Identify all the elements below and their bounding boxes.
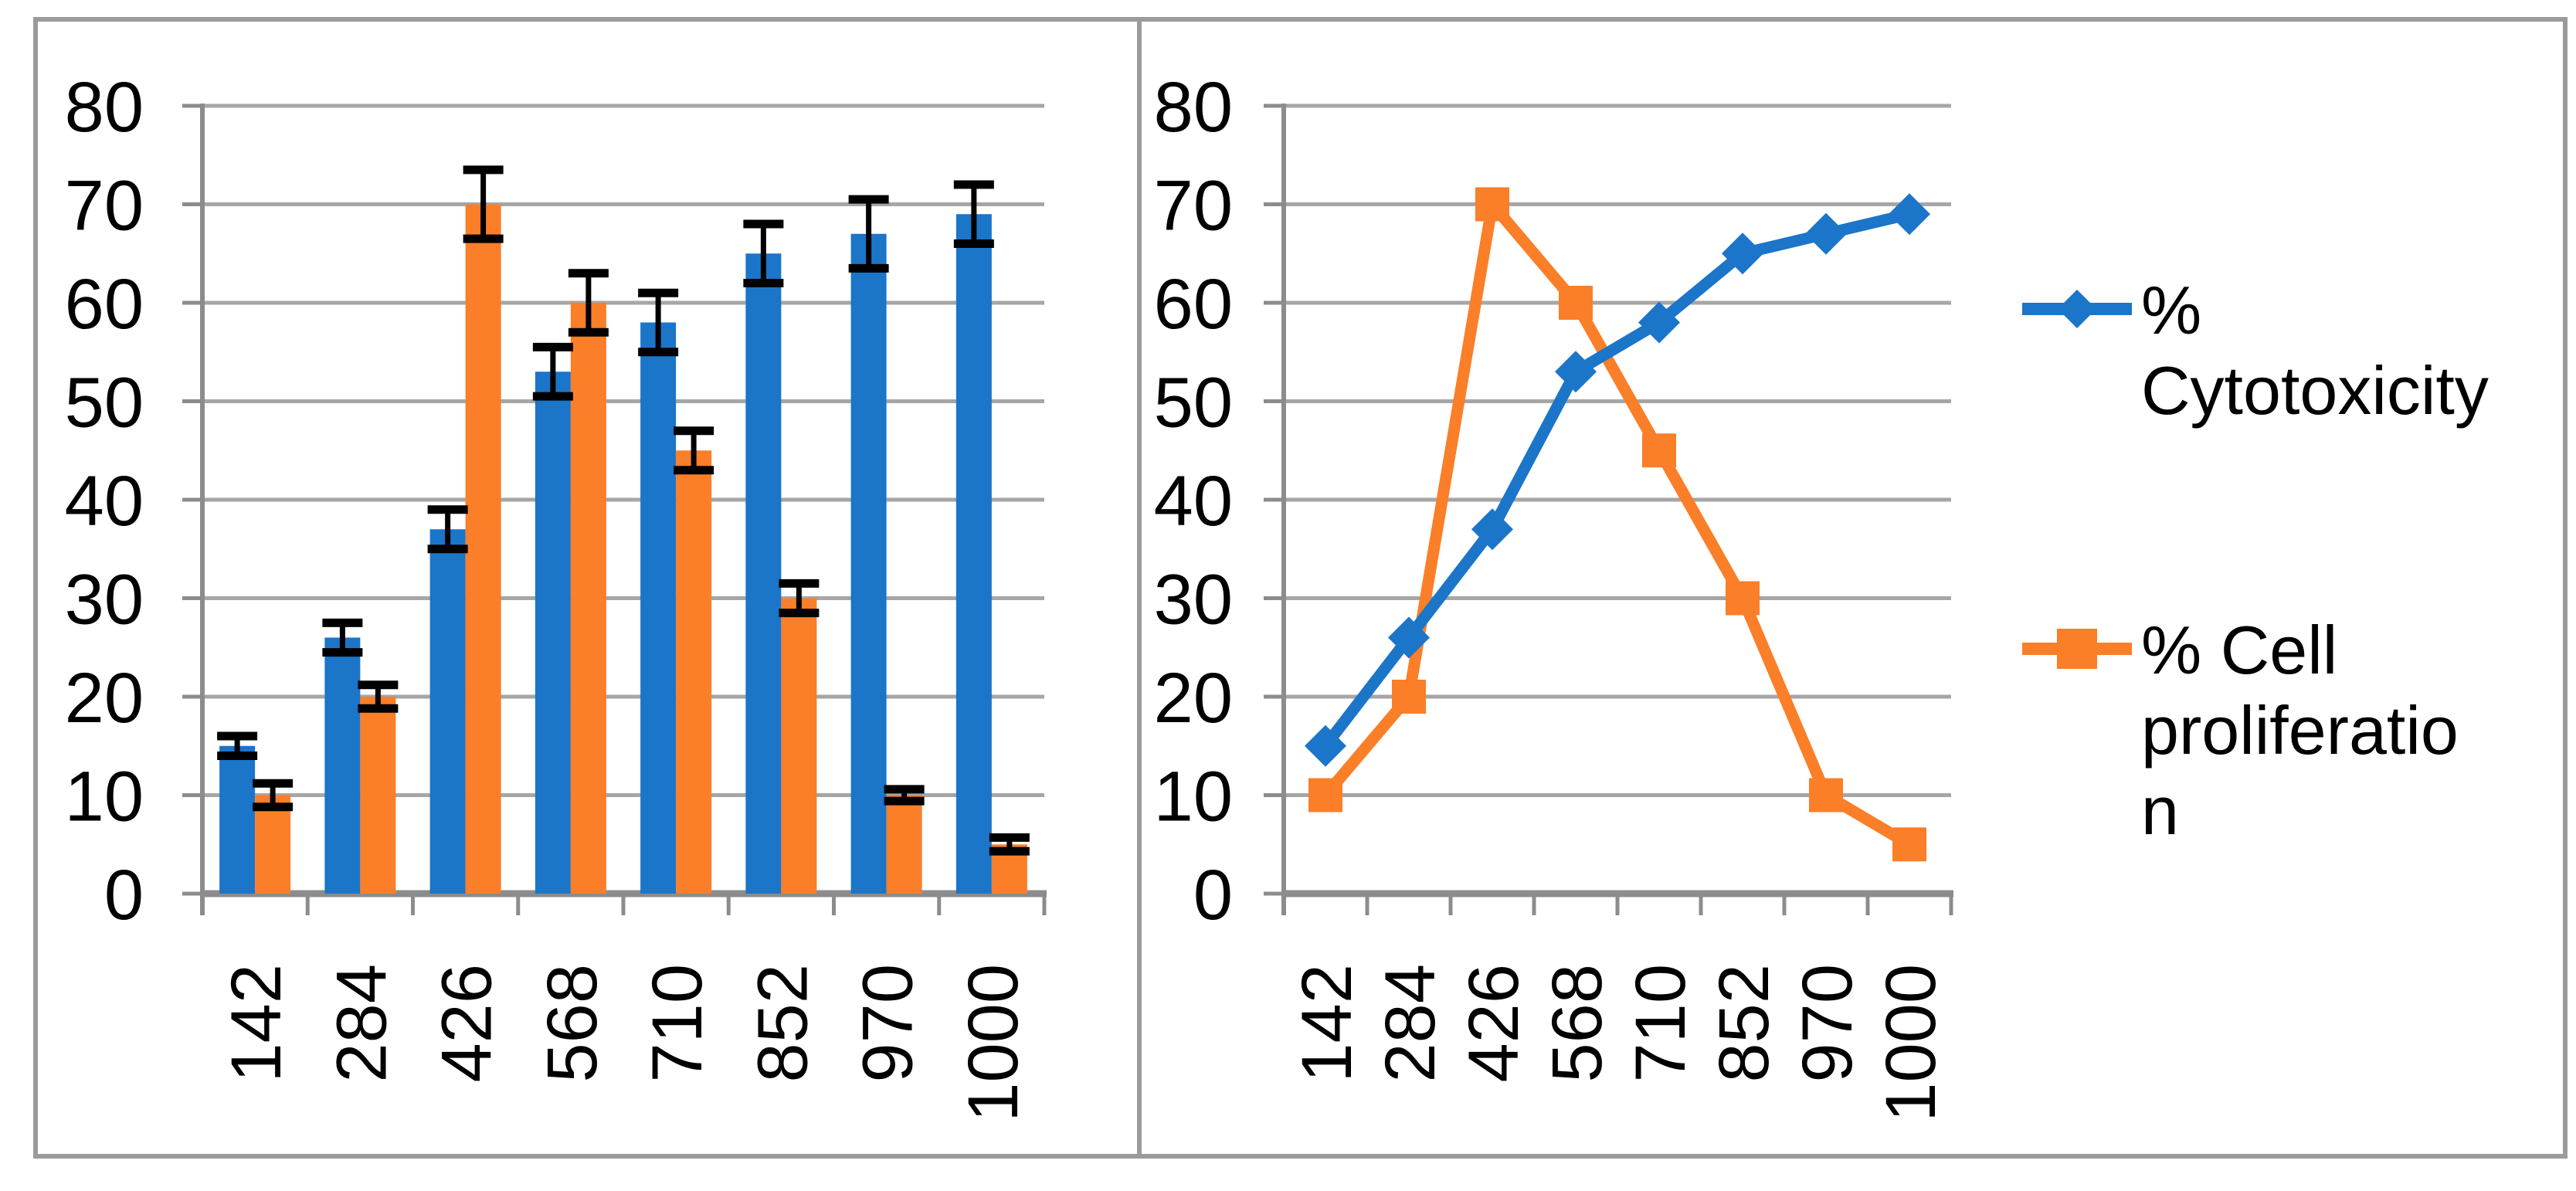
bar-cytotoxicity <box>850 233 887 894</box>
y-tick-label: 30 <box>1154 561 1233 640</box>
bar-cell-proliferation <box>570 303 606 894</box>
bar-series <box>219 204 1027 894</box>
bar-cytotoxicity <box>535 372 571 894</box>
data-point-marker <box>1889 193 1930 236</box>
x-tick-label: 426 <box>1454 964 1533 1083</box>
legend-marker <box>2058 290 2096 328</box>
x-tick-label: 426 <box>428 964 507 1083</box>
bar-cytotoxicity <box>955 214 992 894</box>
legend-item: %Cytotoxicity <box>2022 272 2489 429</box>
y-tick-label: 70 <box>1154 167 1233 246</box>
data-point-marker <box>1642 433 1676 468</box>
bar-cell-proliferation <box>465 204 501 894</box>
series-cytotoxicity <box>1305 193 1930 767</box>
x-tick-label: 284 <box>322 964 401 1083</box>
y-tick-label: 50 <box>65 364 144 443</box>
y-tick-label: 50 <box>1154 364 1233 443</box>
data-point-marker <box>1471 508 1513 551</box>
bar-cell-proliferation <box>676 450 712 894</box>
panel-borders <box>33 17 2568 1159</box>
data-point-marker <box>1555 351 1597 393</box>
data-point-marker <box>1726 581 1760 616</box>
bar-cytotoxicity <box>640 322 677 894</box>
y-tick-label: 70 <box>65 167 144 246</box>
x-tick-label: 970 <box>1788 964 1867 1083</box>
x-tick-labels: 142 284 426 568 710 852 970 1000 <box>1288 964 1950 1122</box>
data-point-marker <box>1305 724 1346 767</box>
x-tick-label: 142 <box>1288 964 1366 1083</box>
right-panel-border <box>1137 17 2568 1159</box>
y-tick-label: 20 <box>1154 659 1233 738</box>
y-tick-label: 80 <box>1154 68 1233 147</box>
x-tick-label: 852 <box>743 964 822 1083</box>
bar-cytotoxicity <box>429 529 466 894</box>
y-tick-label: 60 <box>65 265 144 344</box>
bar-cell-proliferation <box>781 598 817 894</box>
y-tick-label: 20 <box>65 659 144 738</box>
x-tick-label: 710 <box>1621 964 1700 1083</box>
legend-marker <box>2057 629 2097 669</box>
axes <box>1264 103 1953 915</box>
bar-cytotoxicity <box>219 745 256 894</box>
y-tick-label: 10 <box>65 758 144 836</box>
data-point-marker <box>1722 232 1763 275</box>
data-point-marker <box>1475 187 1509 222</box>
data-point-marker <box>1809 778 1843 813</box>
data-point-marker <box>1308 778 1342 813</box>
data-point-marker <box>1559 286 1593 320</box>
data-point-marker <box>1805 212 1847 255</box>
x-tick-label: 970 <box>849 964 928 1083</box>
bar-chart: 0 10 20 30 40 50 60 70 80 142 284 426 568 710 852 970 10… <box>65 68 1047 1122</box>
bar-cytotoxicity <box>324 637 361 894</box>
x-tick-label: 852 <box>1705 964 1784 1083</box>
bar-cell-proliferation <box>886 795 922 894</box>
gridlines <box>202 103 1044 797</box>
x-tick-label: 1000 <box>954 964 1033 1122</box>
gridlines <box>1284 103 1951 797</box>
legend-label-line: % Cell <box>2141 612 2337 688</box>
y-tick-label: 40 <box>1154 462 1233 541</box>
x-tick-label: 142 <box>217 964 296 1083</box>
y-tick-label: 60 <box>1154 265 1233 344</box>
x-tick-label: 568 <box>533 964 612 1083</box>
legend-label-line: Cytotoxicity <box>2141 352 2489 429</box>
bar-cell-proliferation <box>360 697 396 894</box>
series-line <box>1319 198 1916 850</box>
x-tick-label: 568 <box>1538 964 1617 1083</box>
y-tick-label: 10 <box>1154 758 1233 836</box>
data-point-marker <box>1638 301 1680 344</box>
x-tick-label: 710 <box>638 964 717 1083</box>
data-point-marker <box>1392 680 1426 714</box>
legend-label-line: % <box>2141 272 2201 348</box>
y-tick-label: 40 <box>65 462 144 541</box>
line-chart: 0 10 20 30 40 50 60 70 80 142 284 426 568 710 852 970 10… <box>1154 68 1953 1122</box>
y-tick-label: 0 <box>1193 856 1233 935</box>
series-cell-proliferation <box>1308 187 1926 862</box>
bar-cytotoxicity <box>745 253 782 894</box>
y-tick-label: 30 <box>65 561 144 640</box>
legend-label-line: n <box>2141 772 2179 849</box>
data-point-marker <box>1388 616 1430 659</box>
error-bars <box>217 165 1030 856</box>
x-tick-label: 1000 <box>1872 964 1950 1122</box>
x-tick-labels: 142 284 426 568 710 852 970 1000 <box>217 964 1033 1122</box>
y-tick-label: 80 <box>65 68 144 147</box>
bar-cell-proliferation <box>255 795 291 894</box>
data-point-marker <box>1892 827 1926 862</box>
y-tick-label: 0 <box>104 856 144 935</box>
legend-label-line: proliferatio <box>2141 692 2459 769</box>
x-tick-label: 284 <box>1371 964 1450 1083</box>
